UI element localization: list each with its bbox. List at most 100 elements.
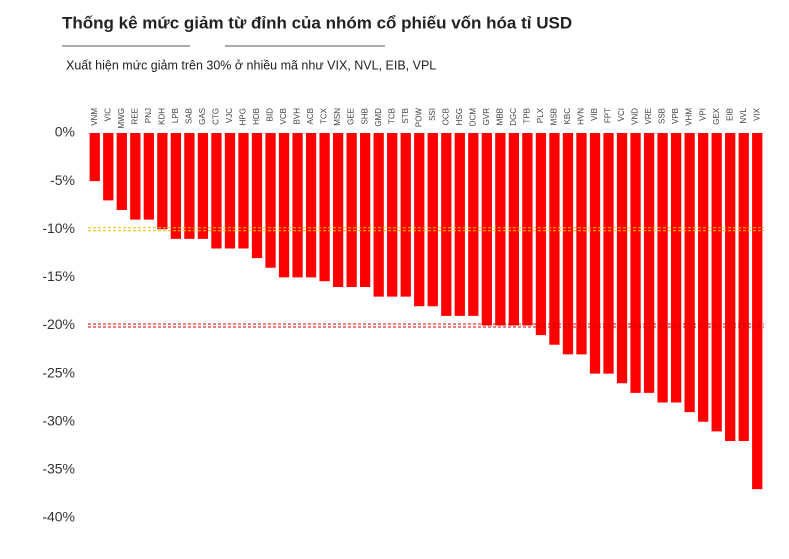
y-tick-label: -40% xyxy=(42,509,75,525)
bar xyxy=(332,133,344,287)
x-tick-label: TCX xyxy=(320,107,329,124)
bar xyxy=(603,133,614,374)
bar xyxy=(549,133,560,345)
bar xyxy=(468,133,479,316)
x-tick-label: MWG xyxy=(117,108,126,128)
x-tick-label: NVL xyxy=(739,107,748,123)
bar xyxy=(197,133,209,239)
bar xyxy=(211,133,222,249)
bar xyxy=(319,133,330,282)
x-tick-label: KDH xyxy=(157,108,166,125)
x-tick-label: EIB xyxy=(725,108,734,121)
bar xyxy=(630,133,641,393)
x-tick-label: VCB xyxy=(279,108,288,124)
bar xyxy=(508,133,520,326)
bar xyxy=(535,133,547,336)
y-tick-label: -10% xyxy=(42,220,75,236)
x-tick-label: GEX xyxy=(712,107,721,125)
bar xyxy=(143,133,154,220)
x-tick-label: VNM xyxy=(90,108,99,126)
x-tick-label: SSI xyxy=(428,108,437,121)
bar xyxy=(89,133,100,182)
bar xyxy=(305,133,317,278)
bar xyxy=(589,133,601,374)
x-tick-label: VIB xyxy=(590,108,599,121)
x-tick-label: VND xyxy=(631,108,640,125)
x-tick-label: HDB xyxy=(252,108,261,125)
x-tick-label: KBC xyxy=(563,108,572,125)
bar xyxy=(427,133,438,307)
bar xyxy=(725,133,736,441)
bar xyxy=(292,133,303,278)
bar xyxy=(373,133,384,297)
x-tick-label: VCI xyxy=(617,108,626,121)
bar xyxy=(441,133,452,316)
x-tick-label: HVN xyxy=(577,108,586,125)
bar xyxy=(346,133,357,287)
bar xyxy=(657,133,668,403)
bar xyxy=(184,133,195,239)
x-tick-label: REE xyxy=(130,108,139,124)
x-tick-label: LPB xyxy=(171,108,180,123)
x-tick-label: VRE xyxy=(644,108,653,124)
y-tick-label: -30% xyxy=(42,412,75,428)
x-tick-label: BVH xyxy=(293,108,302,125)
bar xyxy=(400,133,411,297)
x-tick-label: VJC xyxy=(225,108,234,123)
bar xyxy=(616,133,628,384)
x-tick-label: MBB xyxy=(495,108,504,125)
bar xyxy=(224,133,236,249)
x-tick-label: SSB xyxy=(658,108,667,124)
x-tick-label: SHB xyxy=(360,108,369,124)
x-tick-label: SAB xyxy=(185,108,194,124)
bar xyxy=(698,133,709,422)
y-tick-label: -5% xyxy=(50,172,75,188)
x-tick-label: STB xyxy=(401,108,410,124)
x-tick-label: VHM xyxy=(685,108,694,126)
bar xyxy=(130,133,141,220)
bar xyxy=(360,133,371,287)
x-tick-label: PNJ xyxy=(144,108,153,123)
x-tick-label: DGC xyxy=(509,108,518,126)
x-tick-label: GVR xyxy=(482,108,491,126)
y-tick-label: -20% xyxy=(42,316,75,332)
bar xyxy=(103,133,114,201)
chart-subtitle: Xuất hiện mức giảm trên 30% ở nhiều mã n… xyxy=(66,58,436,72)
bar xyxy=(116,133,127,210)
bar xyxy=(670,133,682,403)
x-tick-label: TPB xyxy=(523,108,532,124)
bar xyxy=(157,133,168,230)
bar xyxy=(265,133,276,268)
bar xyxy=(251,133,263,259)
x-tick-label: BID xyxy=(266,108,275,122)
x-tick-label: VIC xyxy=(103,108,112,122)
x-tick-label: GAS xyxy=(198,108,207,125)
x-tick-label: VPI xyxy=(698,108,707,121)
x-tick-label: GEE xyxy=(347,108,356,125)
x-tick-label: TCB xyxy=(387,108,396,124)
x-tick-label: GMD xyxy=(374,108,383,127)
x-tick-label: FPT xyxy=(604,108,613,123)
bar xyxy=(387,133,398,297)
x-tick-label: VIX xyxy=(752,107,761,121)
y-tick-label: -25% xyxy=(42,364,75,380)
x-tick-label: PLX xyxy=(536,107,545,123)
x-tick-label: ACB xyxy=(306,108,315,124)
bar xyxy=(576,133,587,355)
x-tick-label: CTG xyxy=(212,108,221,125)
y-tick-label: -15% xyxy=(42,268,75,284)
bar xyxy=(684,133,695,413)
x-tick-label: VPB xyxy=(671,108,680,124)
bar xyxy=(238,133,249,249)
x-tick-label: OCB xyxy=(441,108,450,125)
bar xyxy=(562,133,574,355)
x-tick-label: DCM xyxy=(468,108,477,127)
bar xyxy=(522,133,533,326)
chart-title: Thống kê mức giảm từ đỉnh của nhóm cổ ph… xyxy=(62,13,572,32)
bar xyxy=(414,133,425,307)
bar xyxy=(170,133,182,239)
y-tick-label: 0% xyxy=(55,124,75,140)
bar xyxy=(495,133,506,326)
bar xyxy=(481,133,492,326)
